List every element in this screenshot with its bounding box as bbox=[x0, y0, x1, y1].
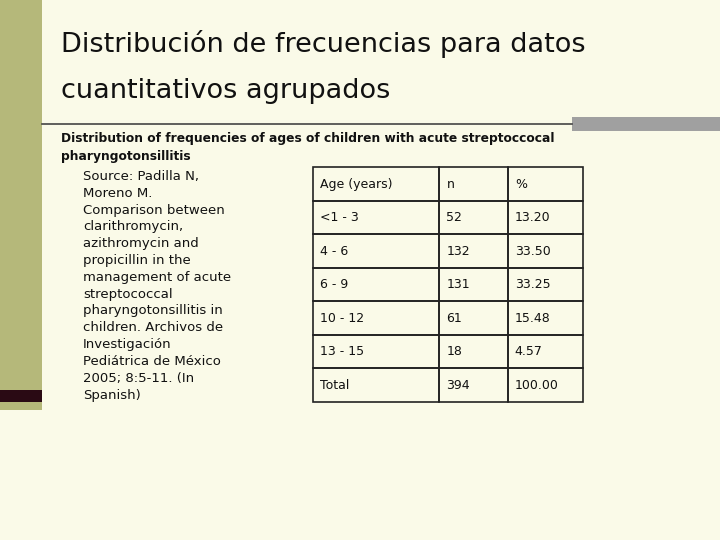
Text: 4 - 6: 4 - 6 bbox=[320, 245, 348, 258]
Text: 132: 132 bbox=[446, 245, 470, 258]
Text: 10 - 12: 10 - 12 bbox=[320, 312, 364, 325]
Text: 61: 61 bbox=[446, 312, 462, 325]
Text: 13 - 15: 13 - 15 bbox=[320, 345, 364, 358]
Text: 33.50: 33.50 bbox=[515, 245, 551, 258]
Text: n: n bbox=[446, 178, 454, 191]
Text: 4.57: 4.57 bbox=[515, 345, 543, 358]
Text: 18: 18 bbox=[446, 345, 462, 358]
Text: cuantitativos agrupados: cuantitativos agrupados bbox=[61, 78, 390, 104]
Text: Distribution of frequencies of ages of children with acute streptoccocal
pharyng: Distribution of frequencies of ages of c… bbox=[61, 132, 554, 163]
Text: 100.00: 100.00 bbox=[515, 379, 559, 392]
Text: Total: Total bbox=[320, 379, 350, 392]
Text: Age (years): Age (years) bbox=[320, 178, 393, 191]
Text: %: % bbox=[515, 178, 527, 191]
Text: 13.20: 13.20 bbox=[515, 211, 550, 224]
Text: 394: 394 bbox=[446, 379, 470, 392]
Text: 33.25: 33.25 bbox=[515, 278, 550, 291]
Text: 15.48: 15.48 bbox=[515, 312, 551, 325]
Text: 52: 52 bbox=[446, 211, 462, 224]
Text: Distribución de frecuencias para datos: Distribución de frecuencias para datos bbox=[61, 30, 586, 58]
Text: 131: 131 bbox=[446, 278, 470, 291]
Text: <1 - 3: <1 - 3 bbox=[320, 211, 359, 224]
Text: Source: Padilla N,
Moreno M.
Comparison between
clarithromycin,
azithromycin and: Source: Padilla N, Moreno M. Comparison … bbox=[83, 170, 231, 402]
Text: 6 - 9: 6 - 9 bbox=[320, 278, 348, 291]
